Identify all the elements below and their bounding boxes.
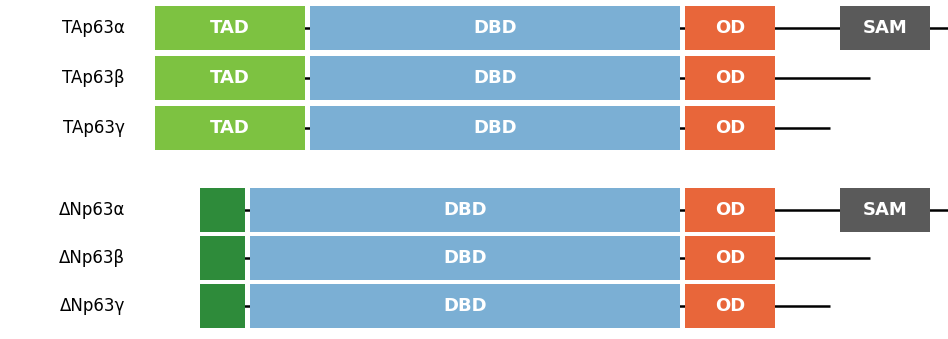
Bar [155,56,305,100]
Bar [840,188,930,232]
Text: TAp63γ: TAp63γ [64,119,125,137]
Text: OD: OD [715,19,745,37]
Text: TAD: TAD [210,69,250,87]
Text: SAM: SAM [863,201,907,219]
Text: TAD: TAD [210,19,250,37]
Bar [685,56,775,100]
Bar [250,188,680,232]
Text: SAM: SAM [863,19,907,37]
Text: OD: OD [715,249,745,267]
Text: TAp63β: TAp63β [63,69,125,87]
Text: OD: OD [715,297,745,315]
Bar [685,188,775,232]
Bar [685,106,775,150]
Text: TAD: TAD [210,119,250,137]
Text: DBD: DBD [443,249,487,267]
Text: OD: OD [715,201,745,219]
Bar [840,6,930,50]
Bar [250,236,680,280]
Text: DBD: DBD [473,69,517,87]
Bar [310,6,680,50]
Bar [310,106,680,150]
Bar [200,236,245,280]
Bar [310,56,680,100]
Text: OD: OD [715,119,745,137]
Bar [685,6,775,50]
Bar [250,284,680,328]
Text: DBD: DBD [443,201,487,219]
Text: OD: OD [715,69,745,87]
Text: TAp63α: TAp63α [63,19,125,37]
Text: DBD: DBD [473,19,517,37]
Bar [685,284,775,328]
Bar [200,284,245,328]
Text: ΔNp63β: ΔNp63β [59,249,125,267]
Bar [155,106,305,150]
Text: DBD: DBD [473,119,517,137]
Bar [200,188,245,232]
Bar [155,6,305,50]
Text: DBD: DBD [443,297,487,315]
Bar [685,236,775,280]
Text: ΔNp63α: ΔNp63α [59,201,125,219]
Text: ΔNp63γ: ΔNp63γ [60,297,125,315]
